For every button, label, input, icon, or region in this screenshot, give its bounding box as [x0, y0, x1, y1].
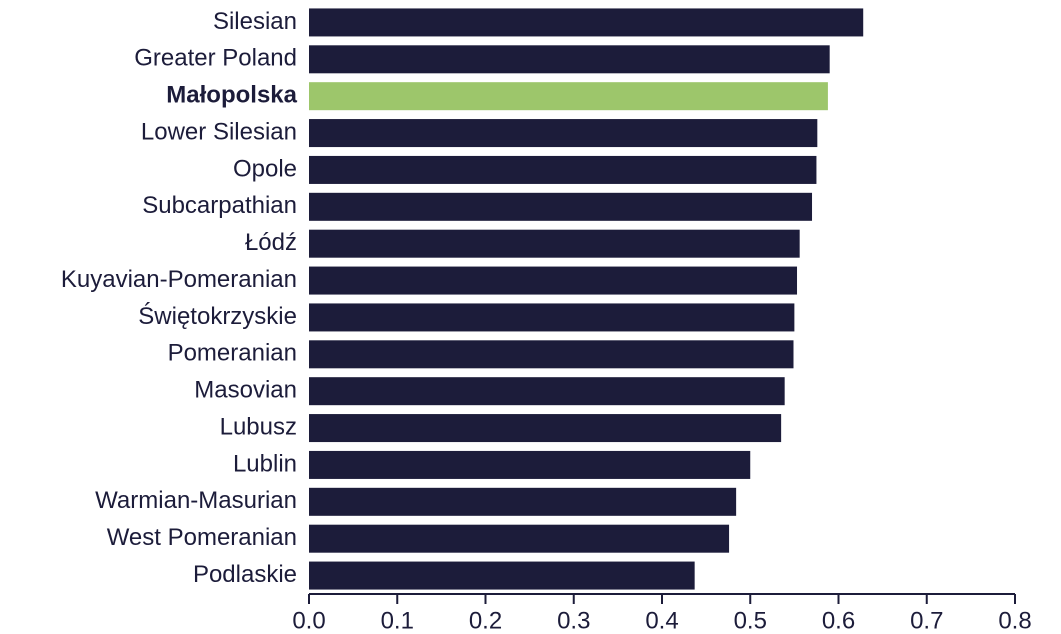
bar: [309, 340, 794, 369]
bar: [309, 119, 818, 148]
y-tick-label: Warmian-Masurian: [95, 487, 297, 514]
bar: [309, 561, 695, 590]
bar: [309, 487, 737, 516]
x-tick-label: 0.1: [381, 607, 414, 634]
bar: [309, 414, 782, 443]
x-tick-label: 0.5: [734, 607, 767, 634]
x-tick-label: 0.4: [645, 607, 678, 634]
y-tick-label: West Pomeranian: [107, 524, 297, 551]
bar: [309, 266, 798, 295]
bar: [309, 229, 800, 258]
y-tick-label: Lublin: [233, 450, 297, 477]
y-tick-label: Łódź: [245, 229, 297, 256]
y-tick-label: Małopolska: [166, 82, 297, 109]
y-tick-label: Lubusz: [220, 413, 297, 440]
y-tick-label: Masovian: [194, 377, 297, 404]
bar: [309, 82, 828, 111]
y-tick-label: Świętokrzyskie: [138, 302, 297, 330]
y-tick-label: Pomeranian: [168, 340, 297, 367]
bar: [309, 377, 785, 406]
bar: [309, 45, 830, 74]
bar: [309, 524, 730, 553]
bar: [309, 8, 864, 37]
bar: [309, 450, 751, 479]
bar: [309, 155, 817, 184]
y-tick-label: Silesian: [213, 8, 297, 35]
y-tick-label: Opole: [233, 155, 297, 182]
y-tick-label: Kuyavian-Pomeranian: [61, 266, 297, 293]
x-tick-label: 0.6: [822, 607, 855, 634]
x-tick-label: 0.8: [998, 607, 1031, 634]
x-tick-label: 0.0: [292, 607, 325, 634]
x-tick-label: 0.3: [557, 607, 590, 634]
x-tick-label: 0.7: [910, 607, 943, 634]
x-tick-label: 0.2: [469, 607, 502, 634]
bar: [309, 303, 795, 332]
bar: [309, 192, 813, 221]
y-tick-label: Subcarpathian: [142, 192, 297, 219]
y-tick-label: Greater Poland: [134, 45, 297, 72]
y-tick-label: Podlaskie: [193, 561, 297, 588]
y-tick-label: Lower Silesian: [141, 118, 297, 145]
